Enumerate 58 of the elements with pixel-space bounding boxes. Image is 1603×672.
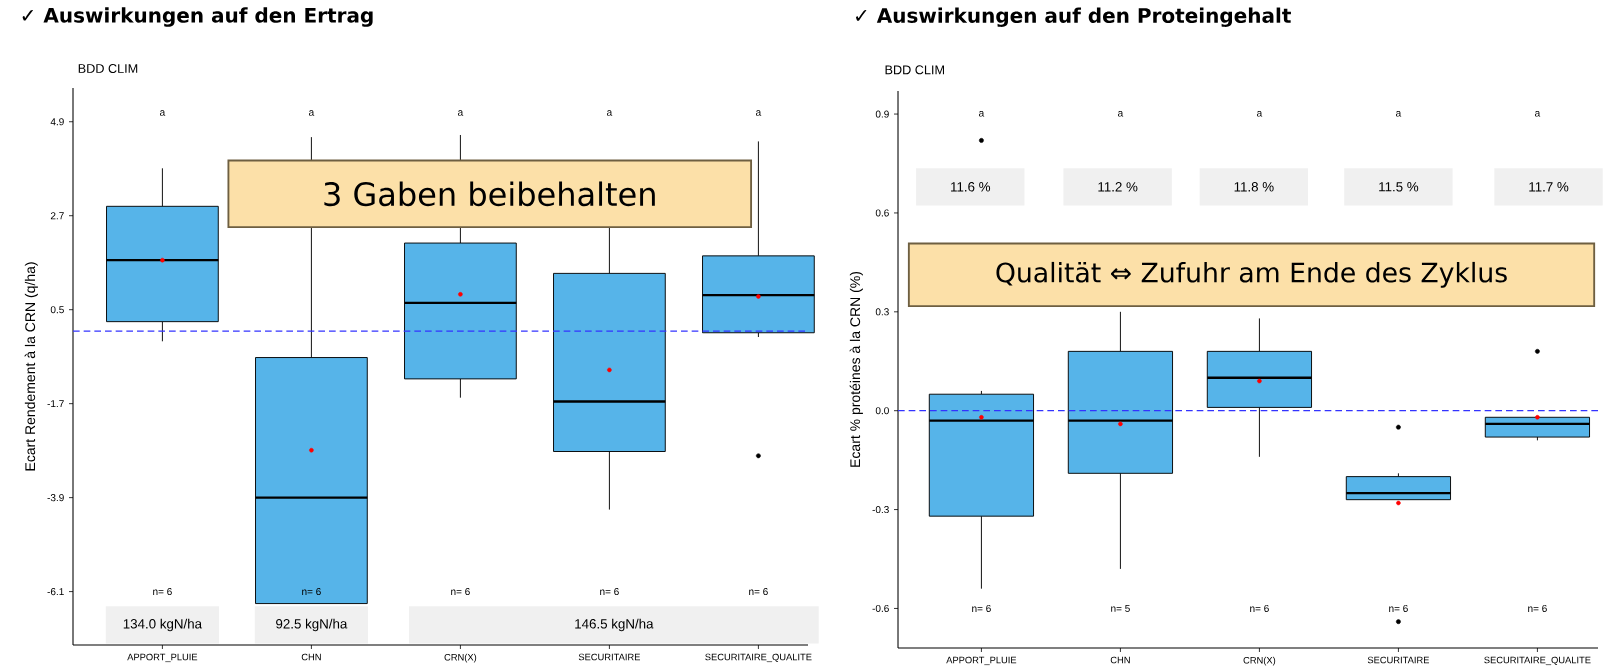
y-tick-label: -3.9 [47, 494, 64, 502]
annotation: n= 6 [451, 587, 470, 596]
annotation: a [1118, 111, 1124, 117]
annotation: n= 6 [749, 587, 768, 596]
annotation: 92.5 kgN/ha [276, 618, 348, 632]
chart-title: ✓ Auswirkungen auf den Ertrag [22, 7, 373, 27]
annotation: 146.5 kgN/ha [575, 618, 654, 632]
annotation: n= 6 [153, 587, 172, 596]
annotation: 11.7 % [1529, 182, 1569, 192]
x-tick-label: SECURITAIRE_QUALITE [705, 653, 812, 663]
x-tick-label: SECURITAIRE_QUALITE [1484, 656, 1591, 666]
x-tick-label: CHN [301, 653, 321, 661]
annotation: n= 5 [1111, 604, 1130, 612]
annotation: 11.8 % [1234, 182, 1274, 192]
annotation: 11.2 % [1098, 182, 1138, 192]
x-tick-label: SECURITAIRE [578, 653, 641, 661]
annotation: n= 6 [972, 604, 991, 612]
annotation: 134.0 kgN/ha [123, 618, 203, 632]
annotation: n= 6 [1389, 604, 1408, 612]
annotation: Qualität ⇔ Zufuhr am Ende des Zyklus [996, 261, 1507, 288]
y-axis-title: Ecart Rendement à la CRN (q/ha) [24, 262, 38, 471]
chart-subtitle: BDD CLIM [78, 64, 138, 73]
x-tick-label: CRN(X) [444, 653, 477, 663]
chart-subtitle: BDD CLIM [885, 65, 944, 75]
x-tick-label: APPORT_PLUIE [946, 656, 1017, 666]
annotation: 11.6 % [951, 182, 991, 192]
annotation: a [309, 110, 315, 116]
annotation: n= 6 [302, 587, 321, 596]
annotation: n= 6 [1250, 604, 1269, 612]
annotation: a [1396, 111, 1402, 117]
annotation: a [1535, 111, 1541, 117]
y-tick-label: 0.5 [50, 306, 64, 314]
annotation: a [756, 110, 762, 116]
x-tick-label: CHN [1110, 656, 1130, 664]
annotation: n= 6 [1528, 604, 1547, 612]
y-tick-label: 4.9 [50, 118, 64, 126]
annotation: a [1257, 111, 1263, 117]
annotation: n= 6 [600, 587, 619, 596]
y-tick-label: 0.0 [875, 407, 889, 415]
y-tick-label: 0.6 [875, 209, 889, 217]
y-tick-label: 2.7 [50, 212, 64, 220]
annotation: 3 Gaben beibehalten [324, 181, 655, 207]
annotation: a [458, 110, 464, 116]
y-tick-label: -6.1 [47, 588, 64, 596]
y-tick-label: 0.9 [875, 110, 889, 118]
x-tick-label: CRN(X) [1243, 656, 1276, 666]
chart-title: ✓ Auswirkungen auf den Proteingehalt [856, 7, 1291, 28]
x-tick-label: SECURITAIRE [1367, 656, 1430, 664]
y-axis-title: Ecart % protéines à la CRN (%) [849, 272, 863, 467]
annotation: 11.5 % [1379, 182, 1419, 192]
y-tick-label: -0.6 [872, 604, 889, 612]
y-tick-label: -1.7 [47, 400, 64, 408]
annotation: a [607, 110, 613, 116]
y-tick-label: -0.3 [872, 506, 889, 514]
x-tick-label: APPORT_PLUIE [127, 653, 198, 663]
annotation: a [979, 111, 985, 117]
annotation: a [160, 110, 166, 116]
y-tick-label: 0.3 [875, 308, 889, 316]
